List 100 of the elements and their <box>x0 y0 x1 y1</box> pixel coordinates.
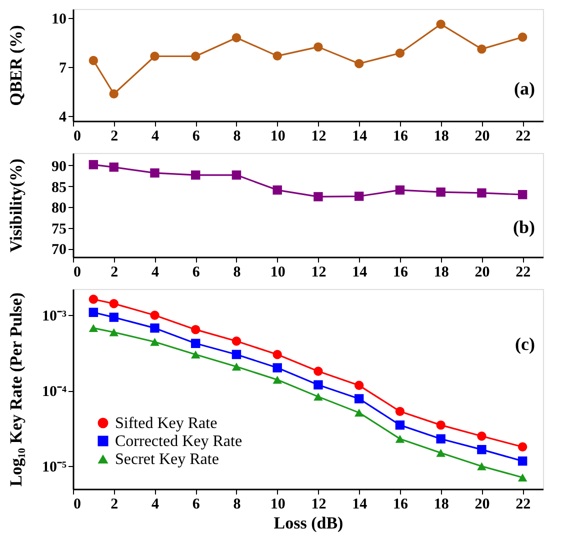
point <box>88 294 98 304</box>
point <box>518 456 528 466</box>
point <box>232 33 242 42</box>
x-tick-label: 8 <box>233 128 241 144</box>
point <box>191 338 200 348</box>
x-tick-label: 10 <box>270 264 286 280</box>
point <box>354 380 364 390</box>
point <box>232 336 242 346</box>
point <box>150 52 160 61</box>
point <box>191 324 200 334</box>
y-tick-label: 90 <box>52 158 66 175</box>
point <box>395 185 405 195</box>
point <box>518 442 528 452</box>
point <box>191 52 200 61</box>
x-tick-label: 10 <box>270 128 286 144</box>
point <box>191 170 200 180</box>
x-tick-label: 10 <box>270 496 286 512</box>
y-axis-title: QBER (%) <box>6 25 26 106</box>
point <box>395 48 405 58</box>
point <box>109 299 118 308</box>
point <box>395 420 405 430</box>
point <box>436 420 446 430</box>
y-axis-title: Log₁₀ Key Rate (Per Pulse) <box>6 292 26 486</box>
x-tick-label: 22 <box>516 496 531 512</box>
legend-label: Secret Key Rate <box>115 451 219 468</box>
point <box>518 473 528 482</box>
point <box>477 462 486 470</box>
point <box>272 51 282 61</box>
x-tick-label: 20 <box>474 496 490 512</box>
x-tick-label: 16 <box>392 264 408 280</box>
y-tick-label: 80 <box>52 200 66 217</box>
point <box>150 338 160 346</box>
x-tick-label: 18 <box>434 128 449 144</box>
x-tick-label: 8 <box>233 496 241 512</box>
y-tick-label: 10⁻⁵ <box>42 460 67 476</box>
y-axis-title: Visibility(%) <box>6 158 26 252</box>
point <box>109 328 118 336</box>
annotation: (b) <box>513 216 536 237</box>
point <box>436 448 446 457</box>
x-tick-label: 14 <box>352 128 368 144</box>
annotation: (c) <box>515 334 535 354</box>
point <box>272 185 282 195</box>
y-tick-label: 7 <box>59 60 67 77</box>
x-tick-label: 0 <box>74 496 81 512</box>
x-tick-label: 4 <box>151 496 160 512</box>
x-axis-title: Loss (dB) <box>274 514 344 532</box>
x-tick-label: 12 <box>311 264 326 280</box>
point <box>518 190 528 200</box>
point <box>518 32 528 42</box>
point <box>150 310 160 320</box>
point <box>477 44 486 54</box>
point <box>232 350 242 360</box>
x-tick-label: 8 <box>233 264 241 280</box>
annotation: (a) <box>514 78 535 99</box>
point <box>395 434 405 443</box>
point <box>436 20 446 29</box>
point <box>272 350 282 360</box>
x-tick-label: 0 <box>74 128 81 144</box>
point <box>150 168 160 178</box>
y-tick-label: 70 <box>52 242 66 258</box>
point <box>314 380 323 390</box>
x-tick-label: 22 <box>516 264 531 280</box>
y-tick-label: 85 <box>52 180 66 196</box>
point <box>314 192 323 202</box>
x-tick-label: 4 <box>151 264 160 280</box>
x-tick-label: 2 <box>110 264 118 280</box>
point <box>314 366 323 376</box>
point <box>354 192 364 201</box>
legend-label: Sifted Key Rate <box>115 415 218 432</box>
point <box>232 362 242 371</box>
y-tick-label: 10⁻³ <box>42 308 67 324</box>
point <box>354 59 364 68</box>
x-tick-label: 12 <box>311 128 326 144</box>
x-tick-label: 14 <box>352 496 368 512</box>
point <box>109 312 118 322</box>
x-tick-label: 22 <box>516 128 531 144</box>
y-tick-label: 75 <box>52 221 66 238</box>
x-tick-label: 6 <box>192 128 200 144</box>
point <box>88 160 98 170</box>
y-tick-label: 4 <box>59 110 67 126</box>
point <box>88 56 98 66</box>
point <box>109 162 118 172</box>
x-tick-label: 12 <box>311 496 326 512</box>
point <box>150 323 160 333</box>
y-tick-label: 10⁻⁴ <box>42 384 67 400</box>
x-tick-label: 4 <box>151 128 160 144</box>
x-tick-label: 2 <box>110 496 118 512</box>
y-tick-label: 10 <box>52 11 66 28</box>
x-tick-label: 20 <box>474 128 490 144</box>
x-tick-label: 14 <box>352 264 368 280</box>
point <box>477 444 486 454</box>
x-tick-label: 6 <box>192 264 200 280</box>
x-tick-label: 20 <box>474 264 490 280</box>
x-tick-label: 0 <box>74 264 81 280</box>
x-tick-label: 16 <box>392 128 408 144</box>
point <box>314 42 323 52</box>
point <box>88 308 98 317</box>
x-tick-label: 16 <box>392 496 408 512</box>
x-tick-label: 18 <box>434 496 449 512</box>
point <box>477 432 486 441</box>
